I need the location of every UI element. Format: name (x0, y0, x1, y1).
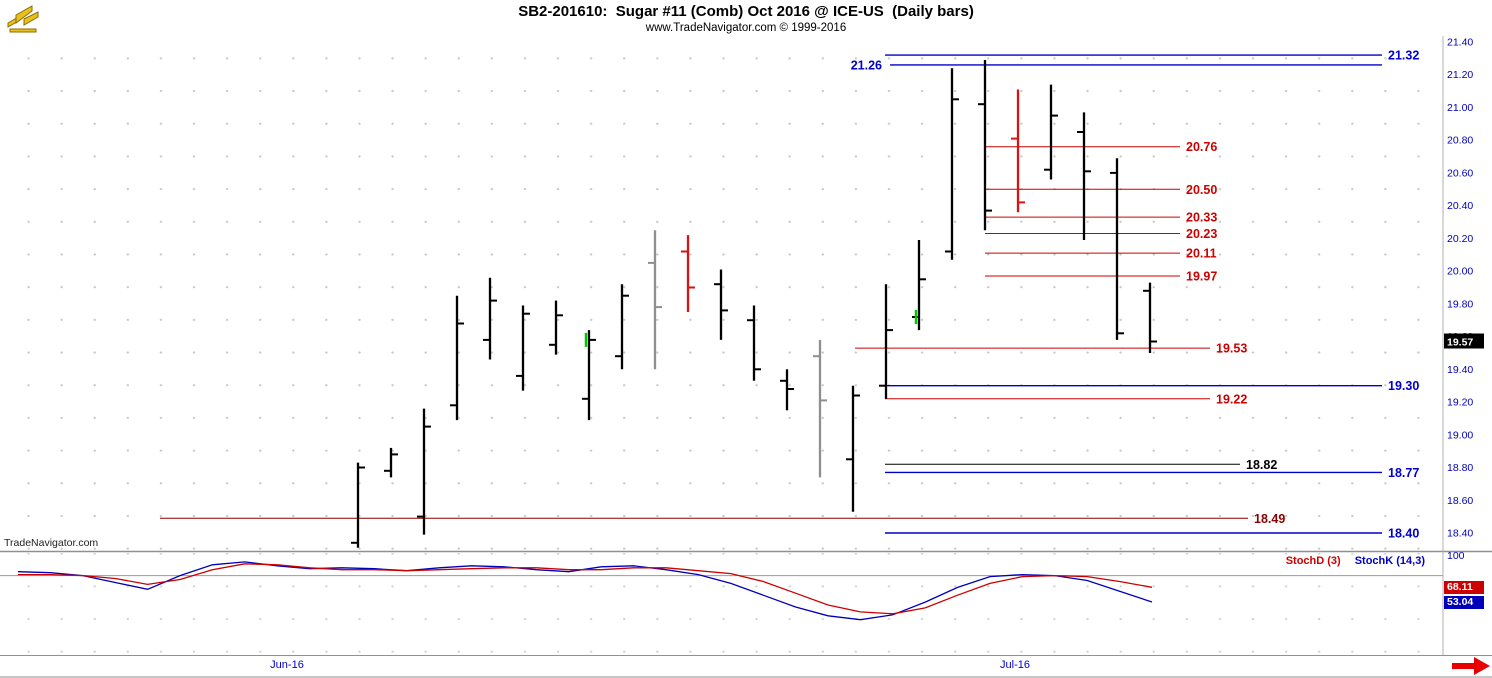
month-label-jul: Jul-16 (1000, 659, 1030, 671)
level-label: 18.77 (1388, 466, 1419, 480)
price-tick-label: 18.60 (1447, 495, 1473, 507)
stochk-legend-label: StochK (14,3) (1354, 555, 1425, 567)
stochastic-lines (0, 561, 1443, 621)
level-label: 18.49 (1254, 512, 1285, 526)
level-label: 21.26 (851, 58, 882, 72)
price-tick-label: 18.80 (1447, 462, 1473, 474)
watermark: TradeNavigator.com (4, 537, 99, 549)
stoch-scale-100-label: 100 (1447, 550, 1465, 562)
price-tick-label: 21.20 (1447, 69, 1473, 81)
month-label-jun: Jun-16 (270, 659, 304, 671)
stochk-line (17, 561, 1153, 621)
price-tick-label: 19.00 (1447, 429, 1473, 441)
price-tick-label: 21.00 (1447, 102, 1473, 114)
price-tick-label: 20.80 (1447, 135, 1473, 147)
level-label: 18.40 (1388, 527, 1419, 541)
level-label: 19.22 (1216, 392, 1247, 406)
level-label: 20.50 (1186, 183, 1217, 197)
price-axis[interactable] (1443, 36, 1492, 655)
panel-borders (0, 36, 1492, 678)
price-tick-label: 20.20 (1447, 233, 1473, 245)
last-price-badge-bg (1444, 333, 1484, 349)
price-tick-label: 18.40 (1447, 528, 1473, 540)
price-level-lines: 21.32 21.26 20.76 20.50 20.33 20.23 20.11 19.97… (160, 49, 1419, 541)
stochd-line (18, 563, 1153, 615)
stochk-value-badge: 53.04 (1444, 595, 1484, 609)
level-label: 20.11 (1186, 247, 1217, 261)
chart-title: SB2-201610: Sugar #11 (Comb) Oct 2016 @ … (518, 3, 974, 20)
stoch-legend: StochD (3) StochK (14,3) (1160, 555, 1425, 567)
scroll-right-arrow-icon[interactable] (1452, 654, 1492, 678)
price-tick-label: 19.80 (1447, 298, 1473, 310)
stoch-panel-grid (0, 553, 1443, 655)
last-price-badge-label: 19.57 (1447, 337, 1473, 349)
price-axis-labels: 21.40 21.20 21.00 20.80 20.60 20.40 20.20 20.00… (1444, 37, 1484, 540)
ohlc-bars (351, 60, 1157, 548)
stochd-legend-label: StochD (3) (1285, 555, 1341, 567)
price-tick-label: 20.40 (1447, 200, 1473, 212)
tradenavigator-logo-icon (5, 2, 41, 34)
level-label: 19.30 (1388, 379, 1419, 393)
level-label: 19.53 (1216, 342, 1247, 356)
price-tick-label: 20.60 (1447, 167, 1473, 179)
chart-subtitle: www.TradeNavigator.com © 1999-2016 (645, 22, 847, 34)
level-label: 20.76 (1186, 140, 1217, 154)
price-tick-label: 19.20 (1447, 397, 1473, 409)
level-label: 18.82 (1246, 458, 1277, 472)
level-label: 20.23 (1186, 227, 1217, 241)
level-label: 19.97 (1186, 270, 1217, 284)
level-label: 21.32 (1388, 49, 1419, 63)
price-tick-label: 19.40 (1447, 364, 1473, 376)
stochd-value-badge: 68.11 (1444, 580, 1484, 594)
price-tick-label: 21.40 (1447, 37, 1473, 49)
price-tick-label: 20.00 (1447, 266, 1473, 278)
level-label: 20.33 (1186, 211, 1217, 225)
